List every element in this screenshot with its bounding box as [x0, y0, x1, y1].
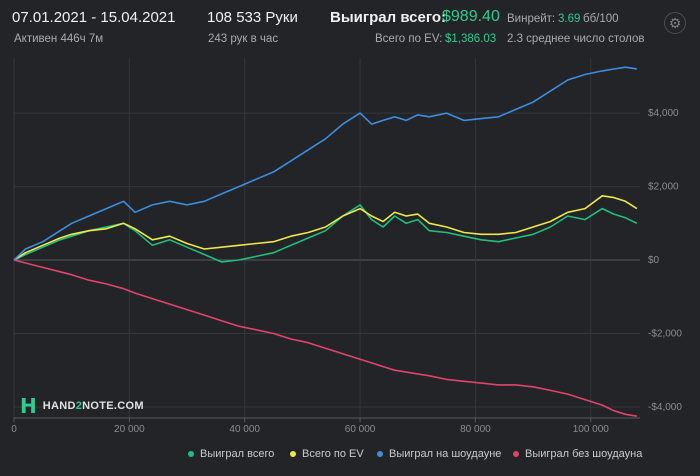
legend-item-4[interactable]: Выиграл без шоудауна [513, 448, 642, 460]
y-tick-label: $4,000 [648, 108, 679, 119]
legend-dot-icon [513, 451, 519, 457]
hand2note-logo: H HAND2NOTE.COM [20, 394, 144, 418]
series-line-2 [13, 195, 638, 261]
legend-label: Выиграл без шоудауна [525, 448, 643, 460]
x-tick-label: 0 [11, 424, 17, 435]
active-time: Активен 446ч 7м [14, 33, 104, 45]
y-tick-label: -$2,000 [648, 329, 682, 340]
x-tick-label: 80 000 [460, 424, 491, 435]
legend-dot-icon [188, 451, 194, 457]
legend-dot-icon [377, 451, 383, 457]
legend-label: Выиграл на шоудауне [389, 448, 502, 460]
y-tick-label: $2,000 [648, 182, 679, 193]
avg-tables: 2.3 среднее число столов [507, 33, 645, 45]
winrate-unit: бб/100 [583, 13, 619, 25]
x-tick-label: 40 000 [229, 424, 260, 435]
legend-item-1[interactable]: Выиграл всего [188, 448, 274, 460]
legend-item-3[interactable]: Выиграл на шоудауне [377, 448, 501, 460]
winrate-value: 3.69 [558, 13, 581, 25]
legend-item-2[interactable]: Всего по EV [290, 448, 364, 460]
stats-header: 07.01.2021 - 15.04.2021 Активен 446ч 7м … [0, 0, 700, 58]
logo-text: HAND2NOTE.COM [42, 400, 144, 412]
logo-h-icon: H [20, 394, 37, 418]
x-tick-label: 60 000 [345, 424, 376, 435]
hands-count: 108 533 Руки [207, 9, 298, 26]
hands-per-hour: 243 рук в час [208, 33, 279, 45]
series-line-1 [13, 204, 638, 263]
legend-label: Всего по EV [302, 448, 364, 460]
winnings-chart: -$4,000 -$2,000 $0 $2,000 $4,000 0 20 000 40 00… [11, 58, 682, 435]
ev-value: $1,386.03 [445, 33, 497, 45]
chart-legend: Выиграл всего Всего по EV Выиграл на шоуда… [0, 448, 700, 466]
ev-label: Всего по EV: [375, 33, 443, 45]
gear-icon[interactable]: ⚙ [664, 12, 686, 34]
series-line-4 [13, 259, 638, 417]
legend-dot-icon [290, 451, 296, 457]
series-line-3 [13, 66, 638, 261]
won-label: Выиграл всего: [330, 9, 447, 26]
legend-label: Выиграл всего [200, 448, 275, 460]
date-range: 07.01.2021 - 15.04.2021 [12, 9, 176, 26]
x-tick-label: 100 000 [573, 424, 610, 435]
x-tick-label: 20 000 [114, 424, 145, 435]
won-value: $989.40 [442, 8, 500, 25]
y-tick-label: $0 [648, 255, 660, 266]
y-tick-label: -$4,000 [648, 402, 682, 413]
winrate-label: Винрейт: [507, 13, 556, 25]
